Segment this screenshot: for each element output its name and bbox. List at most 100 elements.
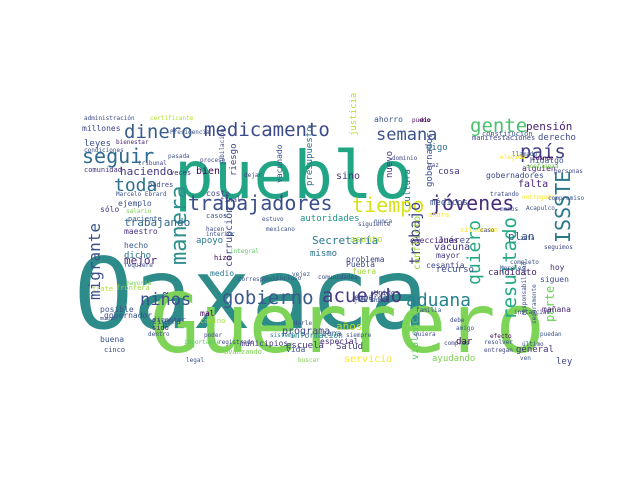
word-101: sido	[152, 324, 169, 332]
word-69: especial	[320, 337, 359, 346]
word-149: interior	[206, 231, 235, 238]
word-75: sólo	[100, 204, 119, 214]
word-166: dejar	[244, 172, 262, 179]
word-97: director	[152, 316, 186, 324]
word-142: mayoría	[126, 280, 152, 287]
word-133: avanzando	[224, 348, 262, 356]
word-120: tratando	[490, 191, 519, 198]
word-110: gobernador	[104, 311, 152, 320]
word-121: llamado	[512, 151, 538, 158]
word-176: debe	[450, 317, 465, 324]
word-162: elegida	[500, 154, 526, 161]
word-172: seguramente	[531, 284, 538, 324]
word-59: apoyo	[196, 236, 223, 246]
word-24: pensión	[526, 120, 572, 133]
word-55: riesgo	[229, 143, 239, 176]
word-180: instancias	[514, 309, 551, 316]
word-174: dio	[420, 117, 431, 124]
word-83: alguien	[522, 164, 556, 173]
word-6: seguir	[82, 144, 154, 168]
word-15: semana	[376, 125, 437, 145]
word-61: millones	[82, 124, 121, 133]
word-20: quiero	[464, 220, 485, 285]
word-167: estuvo	[262, 216, 284, 223]
word-19: toda	[114, 175, 157, 196]
word-27: Secretaría	[312, 234, 378, 247]
word-84: nuevo	[385, 151, 395, 178]
word-38: programa	[282, 326, 330, 337]
word-8: manera	[167, 186, 192, 265]
word-102: comunidad	[84, 166, 122, 174]
word-117: bienestar	[116, 139, 149, 146]
word-157: familia	[416, 307, 442, 314]
word-67: municipios	[240, 339, 288, 348]
word-76: siguen	[540, 275, 569, 284]
word-111: frontera	[116, 284, 150, 292]
word-54: bien	[196, 166, 220, 177]
word-82: Hidalgo	[530, 156, 564, 165]
word-141: integral	[230, 248, 259, 255]
word-89: vacunado	[275, 144, 284, 183]
word-183: caso	[480, 227, 495, 234]
word-33: Juárez	[438, 236, 471, 246]
word-135: poder	[204, 332, 222, 339]
word-126: último	[522, 341, 544, 348]
word-125: completo	[510, 259, 539, 266]
word-4: medicamento	[204, 119, 330, 141]
word-184: paz	[428, 162, 439, 169]
word-49: mismo	[310, 249, 337, 259]
word-3: gobierno	[222, 287, 314, 309]
word-127: puedan	[540, 331, 562, 338]
word-52: falta	[518, 179, 548, 190]
word-2: pueblo	[174, 137, 412, 214]
word-9: acuerdo	[322, 285, 402, 307]
word-144: condiciones	[84, 147, 124, 154]
cloud-background	[76, 112, 584, 366]
word-37: sino	[336, 171, 360, 182]
word-95: mal	[200, 309, 215, 318]
word-128: entregan	[484, 347, 513, 354]
word-29: mejor	[124, 254, 157, 267]
word-7: migrante	[85, 223, 104, 300]
word-12: tiempo	[352, 193, 424, 217]
word-39: escuela	[286, 341, 324, 351]
word-134: camino	[200, 317, 225, 325]
word-122: cuando	[532, 155, 554, 162]
word-16: país	[520, 141, 566, 163]
word-168: zeta	[520, 235, 535, 242]
word-181: jubilados	[354, 297, 387, 304]
word-46: gobernador	[425, 132, 435, 187]
word-56: hecho	[124, 241, 148, 250]
word-45: candidato	[488, 268, 537, 278]
word-60: ejemplo	[118, 199, 152, 208]
word-40: servicio	[344, 354, 392, 365]
word-71: asunto	[350, 235, 383, 245]
word-13: jóvenes	[430, 191, 514, 215]
word-70: elecciones	[410, 236, 458, 245]
word-11: aduana	[406, 290, 471, 311]
word-14: gente	[470, 115, 527, 137]
word-130: resolver	[484, 339, 513, 346]
word-42: violencia	[410, 306, 421, 360]
word-175: darle	[294, 320, 312, 327]
word-48: Puebla	[346, 260, 375, 269]
word-68: problema	[346, 255, 385, 264]
word-93: cesantía	[426, 261, 465, 270]
word-129: efecto	[490, 333, 512, 340]
word-62: derecho	[538, 133, 576, 143]
word-170: compromiso	[548, 195, 585, 202]
word-10: niños	[140, 290, 191, 310]
word-0: Oaxaca	[74, 238, 428, 352]
word-66: zona	[322, 329, 341, 338]
word-51: digo	[426, 143, 448, 153]
word-50: cosa	[438, 167, 460, 177]
word-90: costo	[206, 189, 230, 198]
word-22: trabajo	[406, 202, 424, 265]
word-118: administración	[84, 115, 135, 122]
word-74: ahorro	[374, 115, 403, 124]
word-36: cultura	[403, 169, 413, 207]
word-91: manifestaciones	[472, 134, 535, 142]
word-169: personas	[554, 168, 583, 175]
word-99: cinco	[104, 346, 125, 354]
word-47: Salud	[336, 342, 363, 352]
